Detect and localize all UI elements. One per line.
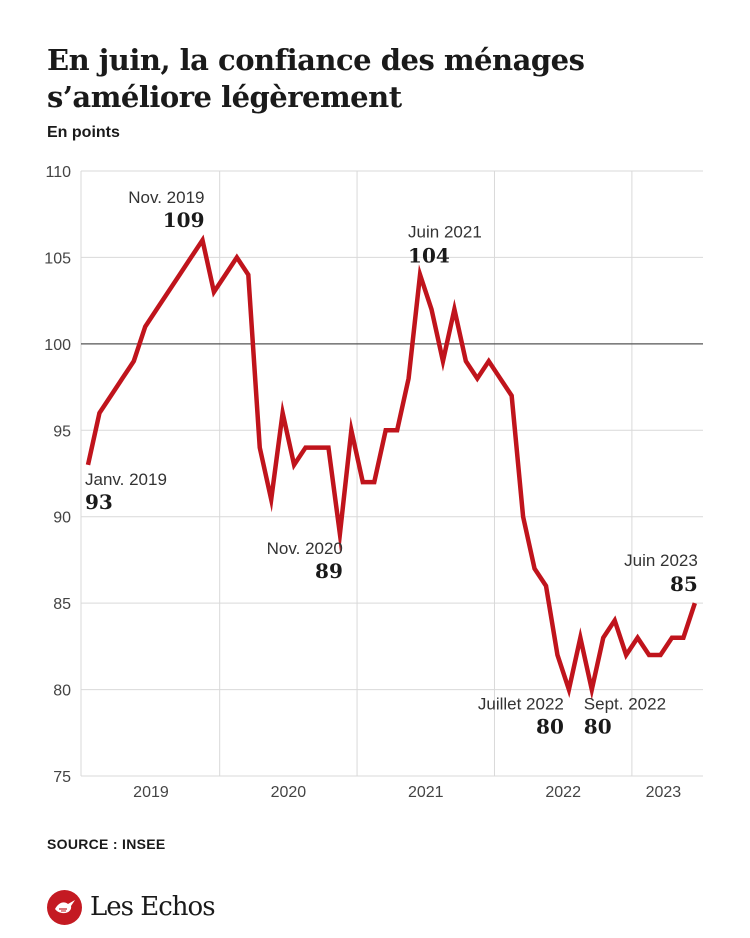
y-tick-label: 90 bbox=[53, 510, 71, 527]
annotation-value: 89 bbox=[315, 559, 343, 583]
y-tick-label: 105 bbox=[44, 250, 71, 267]
y-tick-label: 85 bbox=[53, 596, 71, 613]
source-note: SOURCE : INSEE bbox=[47, 836, 166, 852]
x-tick-label: 2020 bbox=[271, 784, 307, 801]
chart-subtitle: En points bbox=[47, 124, 120, 141]
point-layer bbox=[86, 238, 697, 692]
annotation-label: Sept. 2022 bbox=[584, 695, 666, 714]
confidence-series-line bbox=[85, 234, 697, 701]
annotation-value: 109 bbox=[163, 208, 205, 232]
annotation-value: 80 bbox=[584, 715, 612, 739]
annotation-label: Nov. 2020 bbox=[267, 539, 343, 558]
annotation-label: Juillet 2022 bbox=[478, 695, 564, 714]
annotation-value: 85 bbox=[670, 572, 698, 596]
x-tick-label: 2022 bbox=[545, 784, 581, 801]
y-tick-label: 100 bbox=[44, 337, 71, 354]
annotation-value: 80 bbox=[536, 715, 564, 739]
bird-icon bbox=[47, 889, 82, 925]
series-layer bbox=[85, 234, 697, 701]
y-tick-label: 95 bbox=[53, 423, 71, 440]
annotation-label: Nov. 2019 bbox=[128, 188, 204, 207]
annotation-label: Juin 2023 bbox=[624, 551, 698, 570]
chart-title: En juin, la confiance des ménages s’amél… bbox=[47, 43, 585, 114]
y-tick-label: 75 bbox=[53, 769, 71, 786]
grid-layer bbox=[81, 170, 703, 776]
axis-layer: 75 80 85 90 95 100 105 110 2019 2020 2021 2022 2023 bbox=[44, 164, 703, 801]
annotation-value: 93 bbox=[85, 490, 113, 514]
x-tick-label: 2021 bbox=[408, 784, 444, 801]
y-tick-label: 80 bbox=[53, 683, 71, 700]
x-tick-label: 2023 bbox=[646, 784, 682, 801]
les-echos-logo: Les Echos bbox=[47, 889, 216, 925]
y-tick-label: 110 bbox=[45, 164, 71, 181]
annotation-label: Juin 2021 bbox=[408, 223, 482, 242]
annotation-label: Janv. 2019 bbox=[85, 470, 167, 489]
x-tick-label: 2019 bbox=[133, 784, 169, 801]
logo-text: Les Echos bbox=[90, 892, 216, 922]
annotation-value: 104 bbox=[408, 244, 450, 268]
